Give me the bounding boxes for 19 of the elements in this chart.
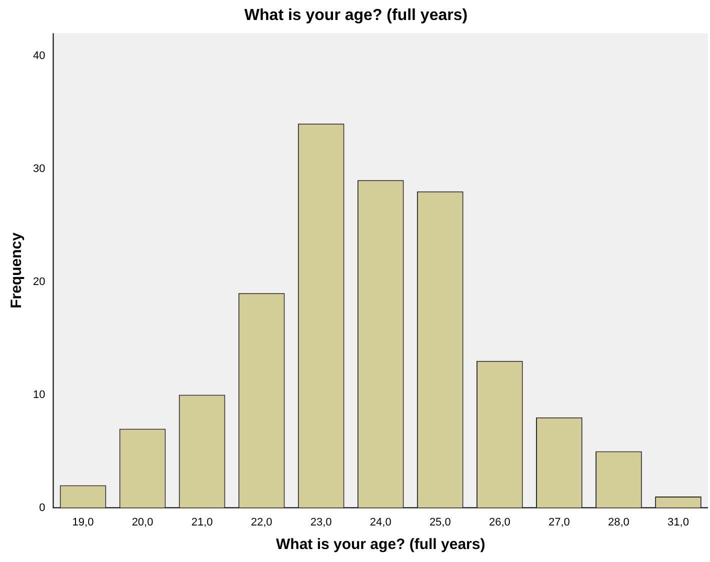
x-tick-label: 24,0 [370,516,392,528]
x-tick-label: 21,0 [191,516,213,528]
x-tick-label: 23,0 [310,516,332,528]
x-tick-label: 22,0 [250,516,272,528]
x-axis-title: What is your age? (full years) [276,536,486,554]
y-tick-label: 30 [32,162,46,175]
x-tick-label: 26,0 [488,516,510,528]
y-tick-label: 20 [32,276,46,288]
y-tick-label: 0 [39,502,46,514]
chart-title: What is your age? (full years) [244,7,468,24]
y-tick-label: 40 [32,50,46,62]
x-tick-label: 31,0 [668,516,689,528]
y-axis-title: Frequency [8,232,26,308]
x-tick-label: 25,0 [429,516,451,528]
x-tick-label: 28,0 [608,516,630,528]
y-tick-label: 10 [32,388,46,401]
x-tick-label: 19,0 [72,516,94,528]
x-tick-label: 20,0 [132,516,154,528]
x-tick-label: 27,0 [548,516,570,528]
